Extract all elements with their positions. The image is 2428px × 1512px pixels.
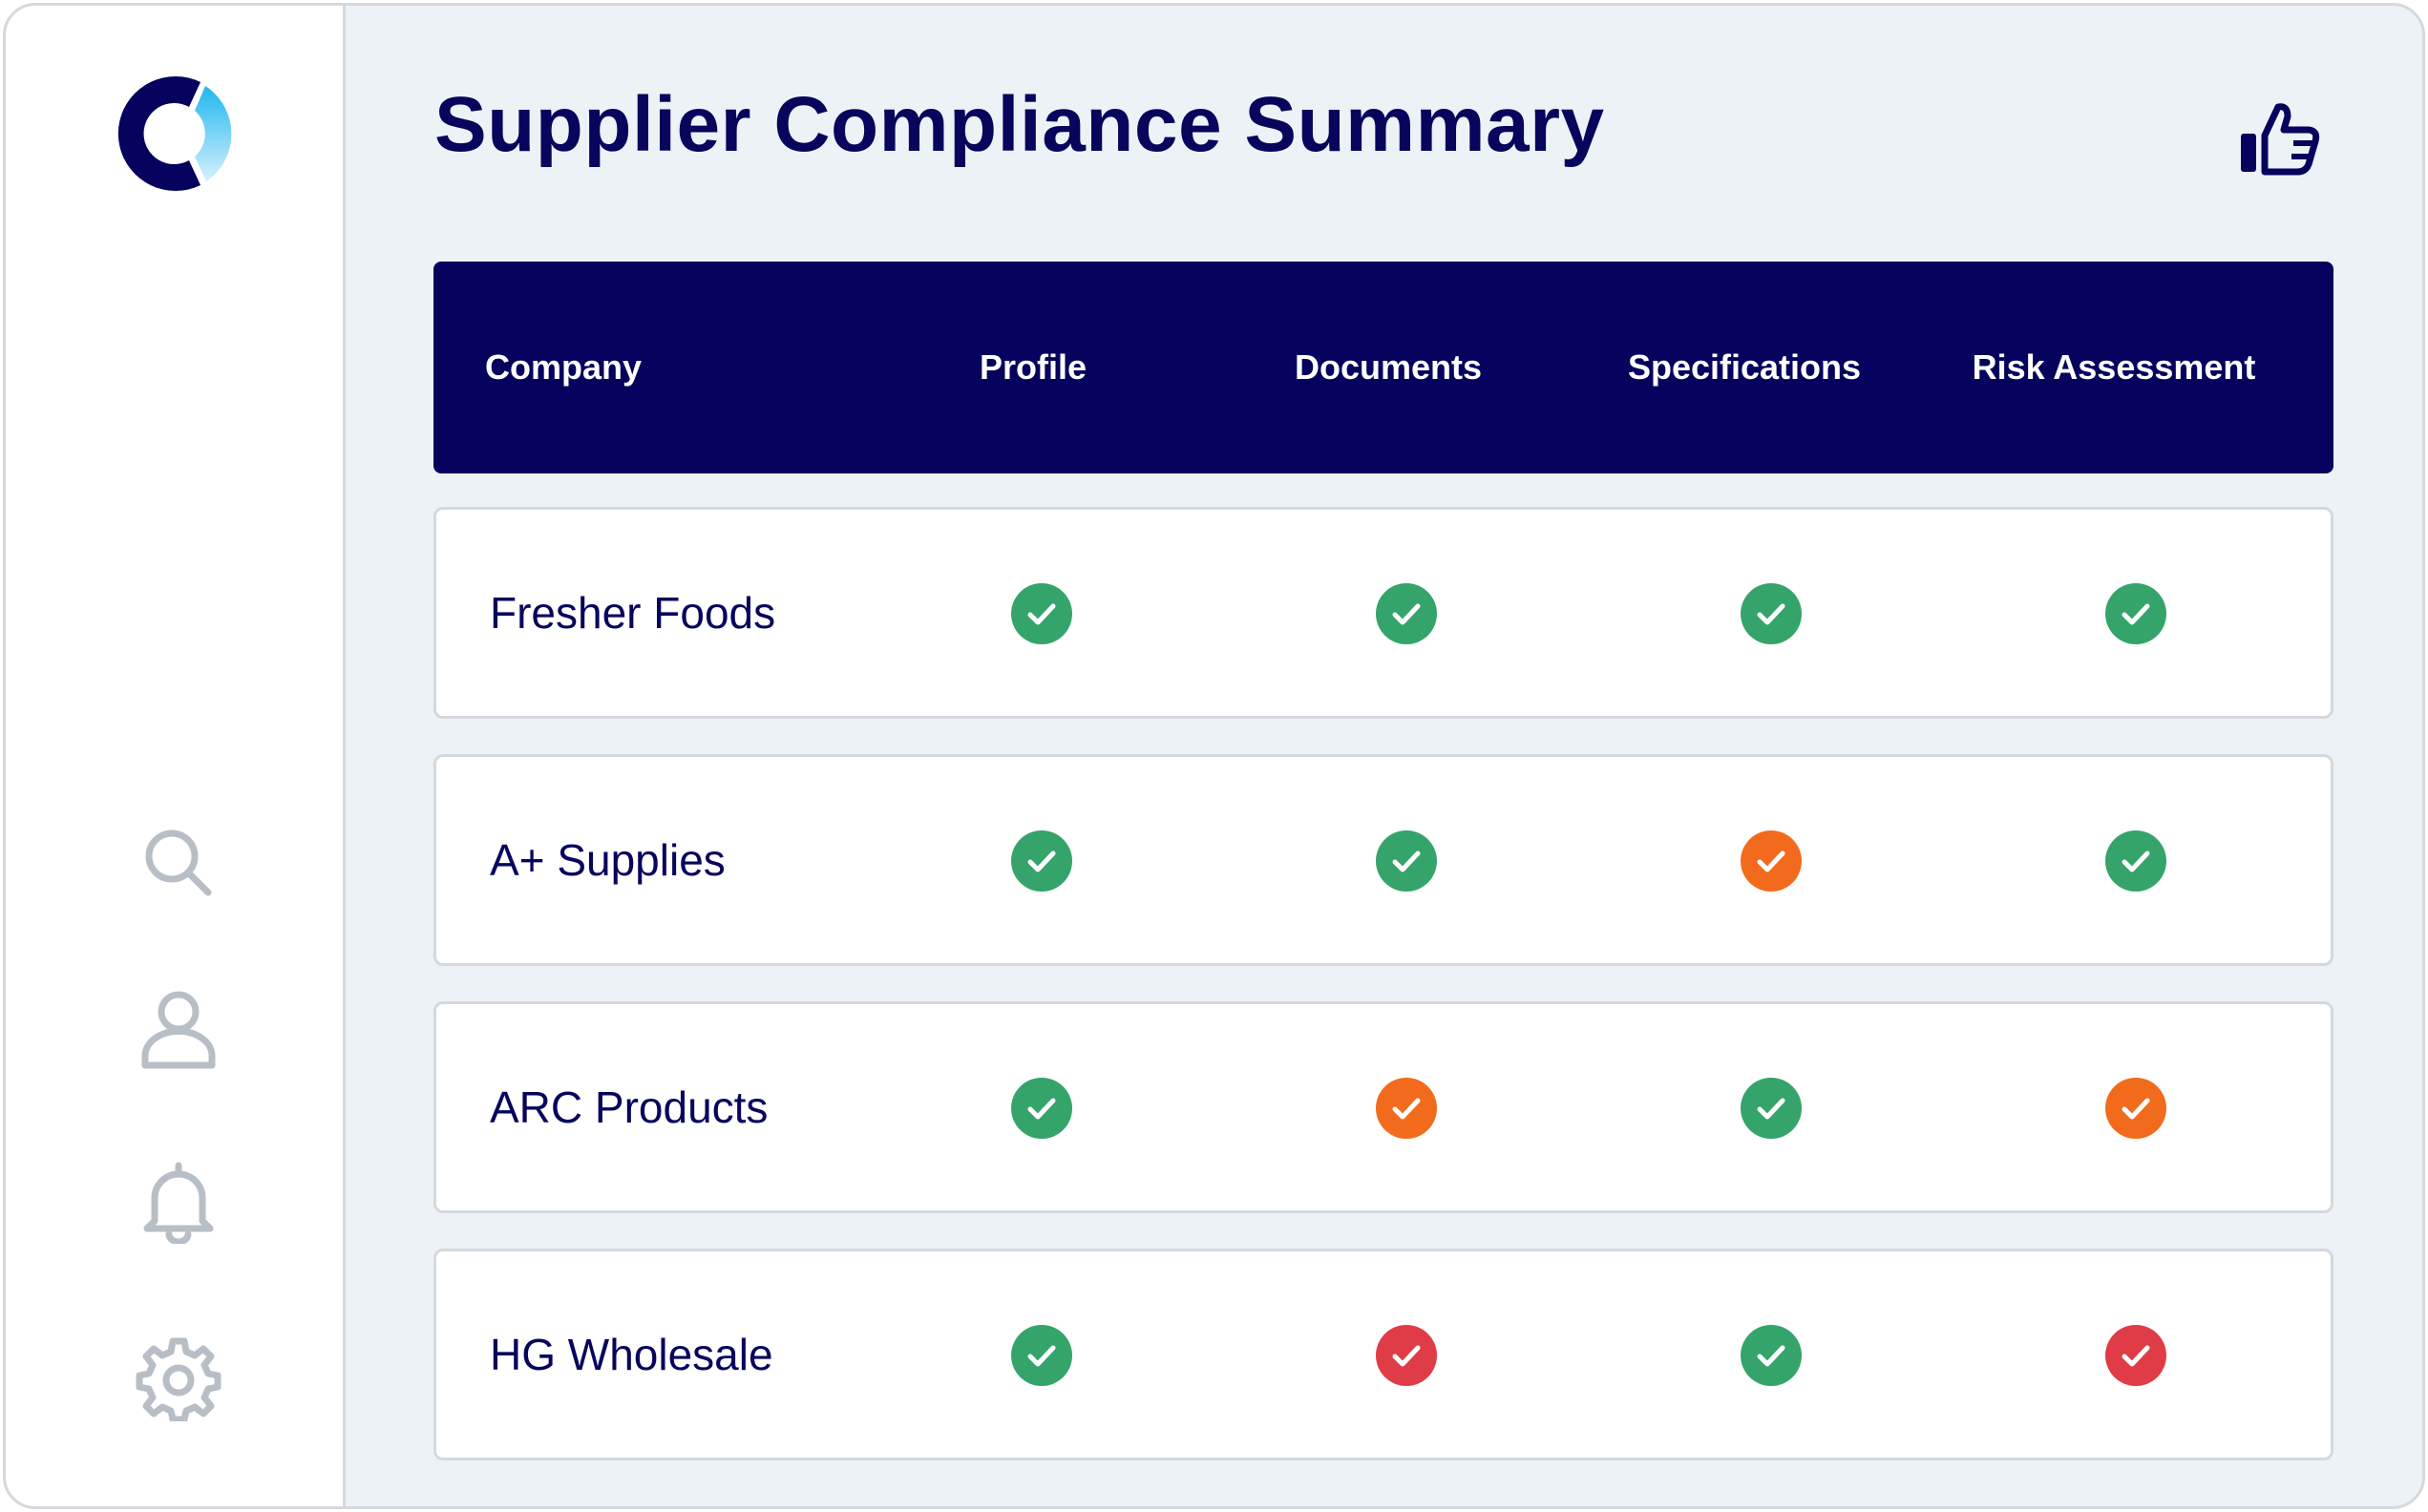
user-icon[interactable] [136, 985, 222, 1071]
thumbs-up-icon[interactable] [2238, 101, 2320, 176]
company-name: ARC Products [490, 1082, 769, 1132]
main-content: Supplier Compliance Summary Company Prof… [346, 6, 2422, 1506]
search-icon[interactable] [136, 820, 222, 906]
status-compliant-icon [1376, 583, 1437, 644]
status-warning-icon [1741, 830, 1802, 892]
column-header-documents[interactable]: Documents [1294, 347, 1483, 387]
table-header: Company Profile Documents Specifications… [433, 262, 2333, 473]
column-header-risk-assessment[interactable]: Risk Assessment [1972, 347, 2256, 387]
company-name: A+ Supplies [490, 835, 726, 885]
status-compliant-icon [1376, 830, 1437, 892]
gear-icon[interactable] [136, 1335, 222, 1423]
column-header-specifications[interactable]: Specifications [1627, 347, 1862, 387]
table-row[interactable]: ARC Products [433, 1001, 2333, 1213]
app-logo[interactable] [113, 71, 239, 197]
company-name: Fresher Foods [490, 588, 776, 638]
status-compliant-icon [1011, 583, 1072, 644]
table-row[interactable]: A+ Supplies [433, 754, 2333, 966]
status-compliant-icon [1741, 1078, 1802, 1139]
status-compliant-icon [1011, 1078, 1072, 1139]
bell-icon[interactable] [136, 1158, 222, 1246]
status-compliant-icon [2105, 830, 2166, 892]
status-compliant-icon [1011, 1325, 1072, 1386]
column-header-company[interactable]: Company [485, 347, 643, 387]
column-header-profile[interactable]: Profile [979, 347, 1087, 387]
sidebar [6, 6, 346, 1506]
status-warning-icon [2105, 1078, 2166, 1139]
status-compliant-icon [1741, 1325, 1802, 1386]
status-compliant-icon [1011, 830, 1072, 892]
app-window: Supplier Compliance Summary Company Prof… [3, 3, 2425, 1509]
status-non-compliant-icon [1376, 1325, 1437, 1386]
company-name: HG Wholesale [490, 1330, 773, 1379]
page-title: Supplier Compliance Summary [434, 81, 1605, 168]
table-row[interactable]: Fresher Foods [433, 507, 2333, 719]
status-non-compliant-icon [2105, 1325, 2166, 1386]
status-compliant-icon [1741, 583, 1802, 644]
status-compliant-icon [2105, 583, 2166, 644]
table-row[interactable]: HG Wholesale [433, 1249, 2333, 1460]
status-warning-icon [1376, 1078, 1437, 1139]
